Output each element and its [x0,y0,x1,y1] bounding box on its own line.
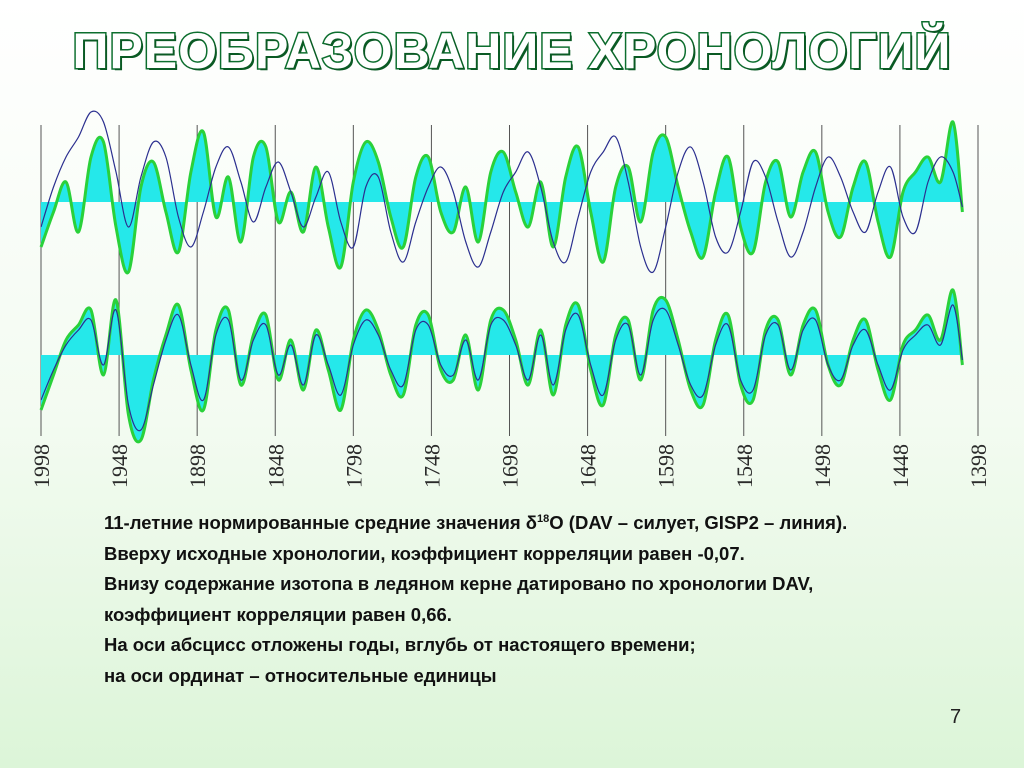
page-number: 7 [950,706,962,728]
series-line-top [40,110,963,274]
series-line-bottom [40,304,963,432]
x-tick-label-1898: 1898 [185,444,210,488]
caption-line-3: Внизу содержание изотопа в ледяном керне… [104,573,814,594]
x-tick-label-1448: 1448 [888,444,913,488]
panel-top [39,110,964,275]
caption-line-4: коэффициент корреляции равен 0,66. [104,603,452,625]
x-tick-label-1798: 1798 [341,444,366,488]
chronology-chart: 1998 1948 1898 1848 1798 1748 1698 1648 1598 1548… [29,110,991,488]
series-area-fill-bottom [41,289,963,442]
caption-line-2: Вверху исходные хронологии, коэффициент … [104,542,745,564]
caption-line-5: На оси абсцисс отложены годы, вглубь от … [104,634,696,655]
chart-panels [39,110,964,444]
x-tick-label-1398: 1398 [966,444,991,488]
x-tick-label-1548: 1548 [732,444,757,488]
x-tick-label-1648: 1648 [576,444,601,488]
slide-title: ПРЕОБРАЗОВАНИЕ ХРОНОЛОГИЙ [71,22,952,81]
x-tick-label-1498: 1498 [810,444,835,488]
caption-line-6: на оси ординат – относительные единицы [104,664,497,686]
x-tick-label-1748: 1748 [419,444,444,488]
x-tick-label-1848: 1848 [263,444,288,488]
x-axis-tick-labels: 1998 1948 1898 1848 1798 1748 1698 1648 1598 1548… [29,444,991,488]
x-tick-label-1698: 1698 [498,444,523,488]
caption-line-1: 11-летние нормированные средние значения… [104,512,848,533]
series-area-outline-top [39,120,964,275]
figure-caption: 11-летние нормированные средние значения… [104,508,984,691]
x-tick-label-1998: 1998 [29,444,54,488]
x-tick-label-1948: 1948 [107,444,132,488]
panel-bottom [39,288,964,444]
series-area-outline-bottom [39,288,964,444]
x-tick-label-1598: 1598 [654,444,679,488]
